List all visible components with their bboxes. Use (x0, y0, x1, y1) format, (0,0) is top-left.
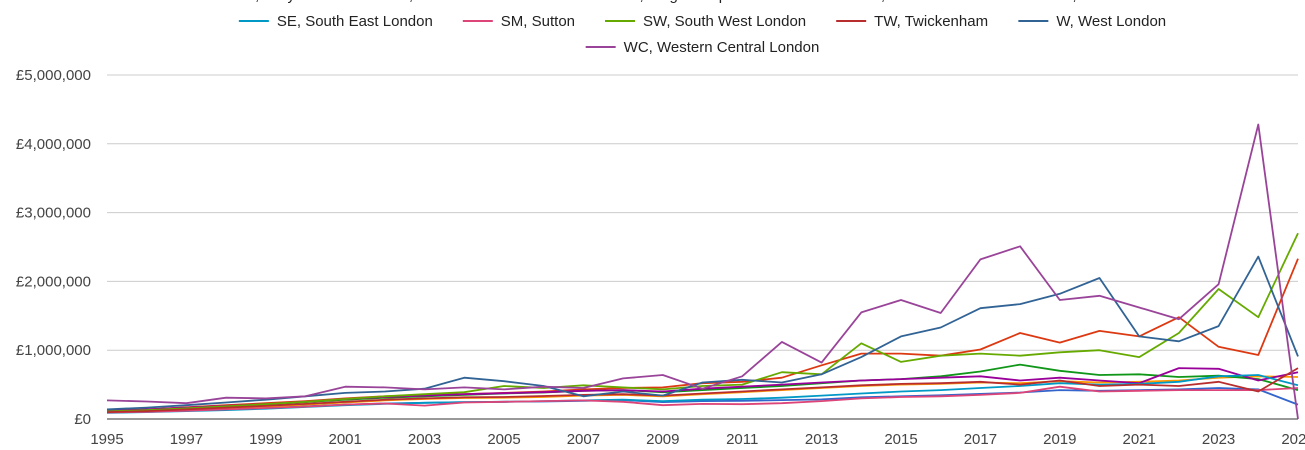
x-tick-label: 1999 (249, 431, 282, 448)
legend-label: KT, Kingston upon Thames (622, 0, 802, 4)
legend-label: TW, Twickenham (874, 13, 988, 30)
x-tick-label: 2005 (487, 431, 520, 448)
legend-label: SE, South East London (277, 13, 433, 30)
legend-label: W, West London (1056, 13, 1166, 30)
y-tick-label: £5,000,000 (16, 67, 91, 84)
series-line (106, 385, 1299, 414)
legend-label: WC, Western Central London (624, 39, 820, 56)
y-tick-label: £4,000,000 (16, 136, 91, 153)
x-tick-label: 2007 (567, 431, 600, 448)
grid-lines (107, 74, 1298, 420)
legend-label: SM, Sutton (501, 13, 575, 30)
x-tick-label: 2021 (1123, 431, 1156, 448)
legend: CR, Croydon EC, East Central London KT, Ki… (233, 0, 1209, 56)
x-tick-label: 2009 (646, 431, 679, 448)
x-axis-ticks: 1995 1997 1999 2001 2003 2005 2007 2009 2011 2013… (90, 431, 1305, 448)
x-tick-label: 2011 (726, 431, 758, 448)
x-tick-label: 2003 (408, 431, 441, 448)
y-tick-label: £0 (74, 411, 91, 428)
x-tick-label: 2023 (1202, 431, 1235, 448)
series-line (106, 123, 1299, 420)
legend-label: NW, North West London (1048, 0, 1209, 4)
x-tick-label: 2025 (1281, 431, 1305, 448)
x-tick-label: 2015 (884, 431, 917, 448)
y-tick-label: £1,000,000 (16, 342, 91, 359)
legend-label: N, North London (870, 0, 980, 4)
series-lines (106, 123, 1299, 420)
series-line (106, 232, 1299, 413)
x-tick-label: 1995 (90, 431, 123, 448)
x-tick-label: 2017 (964, 431, 997, 448)
y-tick-label: £3,000,000 (16, 205, 91, 222)
legend-label: EC, East Central London (388, 0, 554, 4)
y-tick-label: £2,000,000 (16, 273, 91, 290)
series-line (106, 367, 1299, 413)
legend-label: CR, Croydon (233, 0, 320, 4)
x-tick-label: 2013 (805, 431, 838, 448)
legend-label: SW, South West London (643, 13, 806, 30)
x-tick-label: 1997 (170, 431, 203, 448)
y-axis-ticks: £0 £1,000,000 £2,000,000 £3,000,000 £4,000,0… (16, 67, 91, 428)
x-tick-label: 2001 (329, 431, 362, 448)
x-tick-label: 2019 (1043, 431, 1076, 448)
